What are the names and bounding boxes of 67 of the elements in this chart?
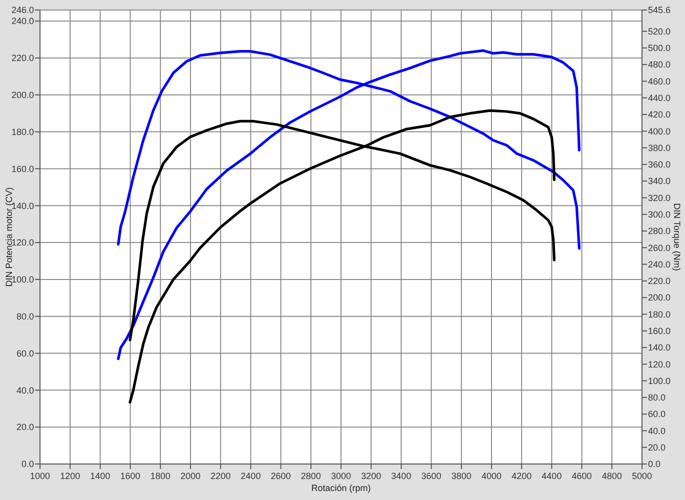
y2-tick-label: 160.0 bbox=[648, 326, 671, 336]
y2-tick-label: 300.0 bbox=[648, 210, 671, 220]
y2-tick-label: 60.0 bbox=[648, 409, 666, 420]
y2-tick-label: 320.0 bbox=[648, 192, 671, 203]
x-tick-label: 2600 bbox=[270, 471, 291, 481]
y2-tick-label: 280.0 bbox=[648, 226, 671, 236]
y-tick-label: 100.0 bbox=[11, 274, 34, 285]
x-tick-label: 4000 bbox=[481, 471, 502, 481]
y-tick-label: 200.0 bbox=[11, 90, 34, 100]
y2-tick-label: 520.0 bbox=[648, 26, 671, 36]
line-series bbox=[116, 49, 581, 360]
y-tick-label: 120.0 bbox=[11, 238, 34, 248]
x-tick-label: 3200 bbox=[361, 471, 382, 481]
y2-tick-label: 400.0 bbox=[648, 126, 671, 136]
y-tick-label: 240.0 bbox=[11, 16, 34, 26]
x-tick-label: 3800 bbox=[451, 471, 472, 481]
y-tick-label: 140.0 bbox=[11, 200, 34, 211]
x-tick-label: 4800 bbox=[602, 471, 622, 481]
y2-tick-label: 440.0 bbox=[648, 93, 671, 104]
x-tick-label: 5000 bbox=[632, 471, 652, 481]
y2-tick-label: 80.0 bbox=[648, 392, 666, 403]
y2-tick-label: 40.0 bbox=[648, 426, 666, 436]
x-tick-label: 3000 bbox=[330, 471, 352, 481]
y2-tick-label: 420.0 bbox=[648, 110, 671, 120]
y-tick-label: 246.0 bbox=[11, 5, 34, 16]
y2-axis-title: DIN Torque (Nm) bbox=[672, 203, 682, 271]
y2-tick-label: 240.0 bbox=[648, 259, 671, 270]
y2-tick-label: 100.0 bbox=[648, 376, 671, 386]
y2-tick-label: 460.0 bbox=[648, 76, 671, 86]
x-tick-label: 4600 bbox=[572, 471, 592, 481]
y2-tick-label: 140.0 bbox=[648, 342, 671, 353]
x-axis-title: Rotación (rpm) bbox=[311, 483, 371, 493]
y2-tick-label: 200.0 bbox=[648, 292, 671, 303]
x-tick-label: 1600 bbox=[120, 471, 140, 481]
y2-tick-label: 220.0 bbox=[648, 276, 671, 286]
x-tick-label: 2000 bbox=[180, 471, 201, 481]
y2-tick-label: 0.0 bbox=[648, 459, 661, 470]
y2-tick-label: 380.0 bbox=[648, 142, 671, 153]
y-tick-label: 0.0 bbox=[21, 459, 34, 470]
y2-tick-label: 340.0 bbox=[648, 176, 671, 186]
x-tick-label: 2800 bbox=[300, 471, 321, 481]
y2-tick-label: 500.0 bbox=[648, 43, 671, 54]
x-tick-label: 1800 bbox=[150, 471, 170, 481]
x-tick-label: 1200 bbox=[60, 471, 80, 481]
y-tick-label: 180.0 bbox=[11, 126, 34, 137]
y-tick-label: 40.0 bbox=[16, 385, 34, 396]
x-tick-label: 2200 bbox=[210, 471, 231, 481]
x-tick-label: 1400 bbox=[90, 471, 110, 481]
x-tick-label: 1000 bbox=[30, 471, 50, 481]
y2-tick-label: 480.0 bbox=[648, 60, 671, 70]
y-tick-label: 160.0 bbox=[11, 164, 34, 174]
y2-tick-label: 180.0 bbox=[648, 309, 671, 320]
x-tick-label: 3400 bbox=[391, 471, 412, 481]
y-tick-label: 20.0 bbox=[16, 422, 34, 432]
y-tick-label: 80.0 bbox=[16, 312, 34, 322]
y-tick-label: 60.0 bbox=[16, 348, 34, 358]
y2-tick-label: 260.0 bbox=[648, 242, 671, 253]
y-tick-label: 220.0 bbox=[11, 53, 34, 64]
y2-tick-label: 360.0 bbox=[648, 160, 671, 170]
x-tick-label: 4400 bbox=[542, 471, 562, 481]
y2-tick-label: 120.0 bbox=[648, 359, 671, 370]
x-tick-label: 4200 bbox=[512, 471, 532, 481]
y2-tick-label: 545.6 bbox=[648, 5, 671, 16]
line-series bbox=[128, 109, 556, 404]
y2-tick-label: 20.0 bbox=[648, 442, 666, 453]
x-tick-label: 2400 bbox=[240, 471, 261, 481]
x-tick-label: 3600 bbox=[421, 471, 442, 481]
